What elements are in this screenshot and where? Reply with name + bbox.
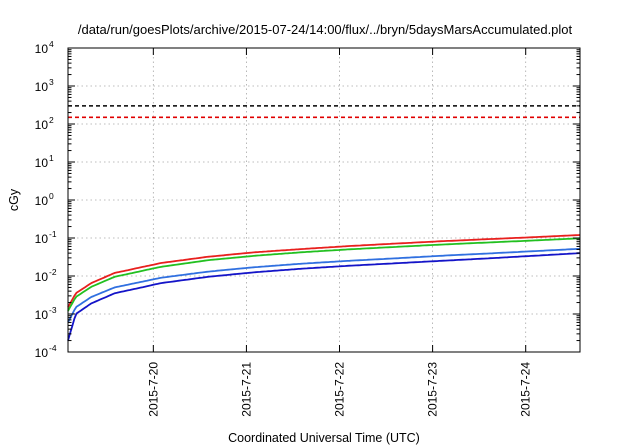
y-axis-label: cGy xyxy=(7,188,21,211)
chart-title: /data/run/goesPlots/archive/2015-07-24/1… xyxy=(78,22,573,37)
x-tick-label: 2015-7-23 xyxy=(426,362,440,417)
y-tick-exponent: 0 xyxy=(49,191,54,201)
y-tick-exponent: -3 xyxy=(49,305,57,315)
series-line xyxy=(67,247,581,323)
x-tick-label: 2015-7-20 xyxy=(146,362,160,417)
y-tick-exponent: -4 xyxy=(49,343,57,353)
y-tick-label: 10 xyxy=(35,232,49,246)
y-tick-exponent: -2 xyxy=(49,267,57,277)
y-tick-label: 10 xyxy=(35,156,49,170)
x-tick-label: 2015-7-22 xyxy=(333,362,347,417)
y-tick-exponent: 1 xyxy=(49,153,54,163)
y-tick-label: 10 xyxy=(35,194,49,208)
x-axis: 2015-7-20 2015-7-21 2015-7-22 2015-7-23 2015… xyxy=(146,48,533,417)
x-tick-label: 2015-7-24 xyxy=(519,362,533,417)
y-tick-label: 10 xyxy=(35,346,49,360)
series-line xyxy=(67,252,581,341)
y-tick-exponent: -1 xyxy=(49,229,57,239)
y-tick-label: 10 xyxy=(35,270,49,284)
y-tick-label: 10 xyxy=(35,118,49,132)
grid xyxy=(68,48,580,352)
x-axis-label: Coordinated Universal Time (UTC) xyxy=(228,431,420,445)
series-line xyxy=(67,234,581,308)
series-group xyxy=(67,234,581,341)
y-tick-exponent: 2 xyxy=(49,115,54,125)
x-tick-label: 2015-7-21 xyxy=(239,362,253,417)
y-tick-exponent: 4 xyxy=(49,39,54,49)
y-tick-label: 10 xyxy=(35,308,49,322)
y-tick-exponent: 3 xyxy=(49,77,54,87)
reference-lines xyxy=(68,105,580,119)
y-tick-label: 10 xyxy=(35,42,49,56)
series-line xyxy=(67,237,581,312)
y-tick-label: 10 xyxy=(35,80,49,94)
